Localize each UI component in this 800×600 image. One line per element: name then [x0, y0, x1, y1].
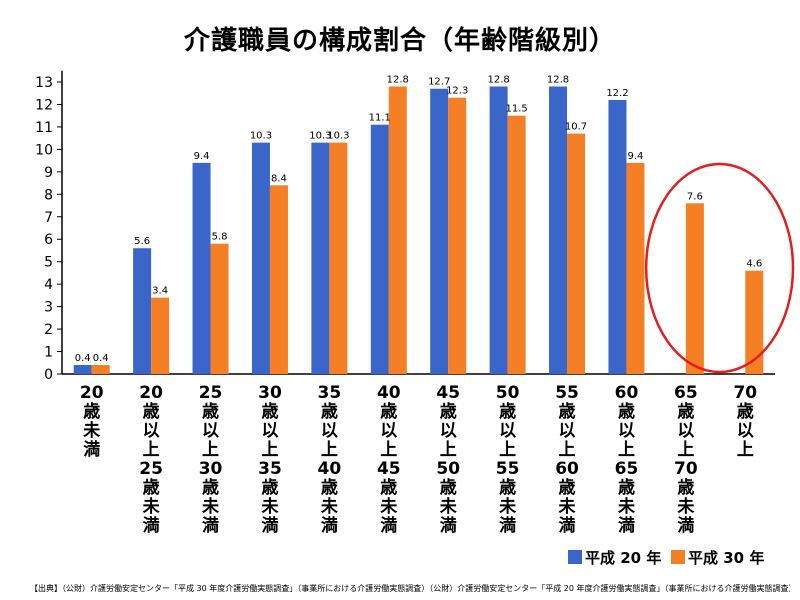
bar: [745, 270, 764, 374]
data-label: 11.1: [369, 113, 391, 124]
legend-label: 平成 20 年: [585, 549, 661, 567]
bar: [210, 243, 229, 374]
data-label: 12.8: [487, 74, 509, 85]
category-label: 25 歳以上 30 歳未満: [199, 383, 223, 536]
data-label: 10.3: [327, 131, 349, 142]
bar: [370, 124, 389, 374]
bar: [192, 162, 211, 374]
category-label: 50 歳以上 55 歳未満: [496, 383, 520, 536]
data-label: 10.3: [250, 131, 272, 142]
data-label: 12.3: [446, 86, 468, 97]
bar: [507, 115, 526, 374]
bar: [151, 297, 170, 374]
bar: [685, 203, 704, 374]
data-label: 11.5: [505, 104, 527, 115]
legend-label: 平成 30 年: [688, 549, 764, 567]
chart-category-labels: 20 歳未満 20 歳以上 25 歳未満 25 歳以上 30 歳未満 30 歳以上 35 歳未満 35 歳以上…: [80, 383, 757, 536]
y-tick-label: 1: [44, 345, 53, 361]
data-label: 3.4: [152, 286, 168, 297]
chart-bars: [73, 86, 764, 374]
bar: [430, 88, 449, 374]
y-tick-label: 6: [44, 232, 53, 248]
data-label: 12.8: [387, 74, 409, 85]
y-tick-label: 12: [35, 97, 53, 113]
category-label: 35 歳以上 40 歳未満: [318, 383, 342, 536]
bar: [133, 248, 152, 374]
y-tick-label: 13: [35, 75, 53, 91]
chart-highlight: [644, 162, 795, 374]
category-label: 45 歳以上 50 歳未満: [436, 383, 460, 536]
data-label: 10.7: [565, 122, 587, 133]
data-label: 5.8: [212, 232, 228, 243]
source-note: 【出典】（公財）介護労働安定センター「平成 30 年度介護労働実態調査」（事業所…: [30, 584, 790, 593]
legend-swatch: [568, 550, 582, 564]
bar: [311, 142, 330, 374]
y-tick-label: 10: [35, 142, 53, 158]
category-label: 30 歳以上 35 歳未満: [258, 383, 282, 536]
y-tick-label: 8: [44, 187, 53, 203]
category-label: 40 歳以上 45 歳未満: [377, 383, 401, 536]
y-tick-label: 0: [44, 367, 53, 383]
category-label: 60 歳以上 65 歳未満: [615, 383, 639, 536]
y-tick-label: 7: [44, 210, 53, 226]
data-label: 0.4: [75, 353, 91, 364]
bar: [567, 133, 586, 374]
data-label: 12.7: [428, 77, 450, 88]
data-label: 9.4: [194, 151, 210, 162]
data-label: 9.4: [628, 151, 644, 162]
bar: [73, 365, 92, 374]
data-label: 12.2: [606, 88, 628, 99]
chart-data-labels: 0.45.69.410.3 10.311.112.7 12.8 12.812.20.4…: [75, 74, 762, 364]
data-label: 10.3: [309, 131, 331, 142]
data-label: 0.4: [93, 353, 109, 364]
y-tick-label: 5: [44, 255, 53, 271]
data-label: 4.6: [746, 259, 762, 270]
highlight-ellipse: [644, 162, 795, 374]
y-tick-label: 11: [35, 120, 53, 136]
category-label: 55 歳以上 60 歳未満: [555, 383, 579, 536]
chart-title: 介護職員の構成割合（年齢階級別）: [183, 26, 616, 56]
bar: [608, 99, 627, 374]
y-tick-label: 9: [44, 165, 53, 181]
bar: [448, 97, 467, 374]
legend-swatch: [671, 550, 685, 564]
bar: [549, 86, 568, 374]
y-tick-label: 2: [44, 322, 53, 338]
bar: [269, 185, 288, 374]
bar: [91, 365, 110, 374]
category-label: 70 歳以上: [733, 383, 757, 460]
data-label: 5.6: [134, 236, 150, 247]
bar: [251, 142, 270, 374]
bar: [626, 162, 645, 374]
bar: [489, 86, 508, 374]
category-label: 20 歳未満: [80, 383, 104, 460]
data-label: 12.8: [547, 74, 569, 85]
bar: [388, 86, 407, 374]
category-label: 65 歳以上 70 歳未満: [674, 383, 698, 536]
bar: [329, 142, 348, 374]
data-label: 8.4: [271, 173, 287, 184]
data-label: 7.6: [687, 191, 703, 202]
chart-legend: 平成 20 年 平成 30 年: [568, 549, 764, 567]
category-label: 20 歳以上 25 歳未満: [139, 383, 163, 536]
y-tick-label: 3: [44, 300, 53, 316]
y-tick-label: 4: [44, 277, 53, 293]
